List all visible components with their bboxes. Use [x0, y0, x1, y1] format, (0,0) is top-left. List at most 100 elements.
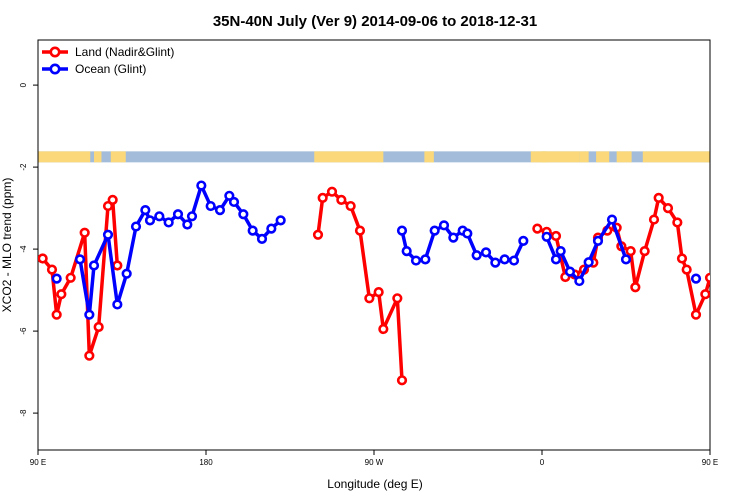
data-point — [373, 287, 384, 298]
data-point — [140, 205, 151, 216]
y-tick-label: -6 — [19, 327, 28, 335]
plot-frame — [37, 39, 711, 451]
data-point — [583, 257, 594, 268]
data-point — [84, 350, 95, 361]
data-point — [462, 228, 473, 239]
data-point — [84, 309, 95, 320]
legend-marker — [49, 63, 61, 75]
data-point — [336, 194, 347, 205]
x-tick-label: 90 E — [702, 458, 718, 467]
x-axis-label: Longitude (deg E) — [327, 477, 422, 491]
data-point — [121, 268, 132, 279]
land-mask-segment — [94, 151, 102, 163]
data-point — [564, 266, 576, 277]
data-point — [550, 230, 562, 242]
data-point — [420, 254, 431, 265]
data-point — [256, 233, 268, 244]
land-mask-segment — [38, 151, 91, 163]
data-point — [681, 264, 692, 275]
data-point — [266, 223, 277, 234]
data-point — [112, 260, 123, 271]
data-point — [144, 215, 156, 226]
data-point — [93, 321, 104, 333]
land-mask-segment — [530, 151, 580, 163]
data-point — [392, 293, 403, 304]
data-point — [630, 282, 641, 293]
data-point — [238, 209, 249, 220]
data-point — [490, 257, 501, 268]
data-point — [214, 205, 226, 216]
land-mask-segment — [616, 151, 632, 163]
land-mask-segment — [430, 151, 434, 163]
data-point — [700, 289, 710, 300]
data-point — [317, 192, 328, 203]
legend-label: Land (Nadir&Glint) — [75, 45, 174, 59]
data-point — [65, 272, 76, 283]
data-point — [38, 253, 48, 264]
data-point — [704, 272, 710, 283]
series-ocean — [51, 180, 702, 320]
data-point — [326, 186, 338, 197]
data-point — [448, 232, 459, 243]
data-point — [648, 214, 660, 225]
legend-label: Ocean (Glint) — [75, 62, 146, 76]
data-point — [555, 246, 566, 257]
y-tick-label: 0 — [19, 82, 28, 87]
data-point — [532, 223, 543, 234]
data-point — [676, 253, 688, 264]
data-point — [410, 255, 422, 266]
x-tick-label: 0 — [540, 458, 545, 467]
data-point — [345, 200, 356, 212]
data-point — [401, 246, 412, 257]
land-mask-segment — [314, 151, 384, 163]
data-point — [154, 211, 165, 222]
data-point — [592, 235, 604, 246]
series-line — [316, 189, 404, 381]
data-point — [102, 229, 114, 240]
data-point — [56, 289, 67, 300]
data-point — [46, 264, 58, 275]
data-point — [508, 255, 520, 266]
legend-item-ocean: Ocean (Glint) — [42, 62, 146, 76]
land-mask-segment — [424, 151, 434, 163]
y-tick-label: -4 — [19, 245, 28, 253]
data-point — [130, 221, 142, 232]
land-mask-segment — [642, 151, 710, 163]
y-tick-label: -2 — [19, 163, 28, 171]
data-point — [518, 235, 529, 246]
data-point — [662, 203, 674, 214]
data-point — [112, 299, 123, 310]
data-point — [51, 273, 62, 284]
data-point — [541, 231, 552, 242]
chart-title: 35N-40N July (Ver 9) 2014-09-06 to 2018-… — [213, 13, 537, 30]
plot-area — [37, 39, 711, 451]
data-point — [79, 227, 90, 238]
y-axis: 0 -2 -4 -6 -8 — [19, 82, 38, 417]
data-point — [639, 246, 650, 257]
data-point — [620, 254, 632, 265]
land-ocean-mask — [38, 151, 710, 163]
data-point — [429, 225, 440, 236]
data-point — [574, 275, 585, 287]
legend-item-land: Land (Nadir&Glint) — [42, 45, 174, 59]
data-point — [499, 254, 510, 265]
data-point — [107, 194, 118, 205]
data-point — [74, 254, 86, 265]
data-point — [354, 225, 366, 236]
land-mask-segment — [542, 151, 546, 163]
data-point — [690, 309, 702, 320]
data-point — [205, 200, 216, 212]
y-tick-label: -8 — [19, 409, 28, 417]
data-point — [606, 214, 618, 225]
data-point — [438, 220, 450, 231]
data-point — [364, 293, 375, 304]
x-tick-label: 90 W — [365, 458, 384, 467]
data-point — [228, 196, 240, 208]
data-point — [51, 309, 62, 320]
land-mask-segment — [596, 151, 610, 163]
data-point — [182, 219, 193, 230]
land-mask-segment — [579, 151, 589, 163]
data-point — [471, 250, 482, 261]
data-point — [172, 209, 184, 220]
